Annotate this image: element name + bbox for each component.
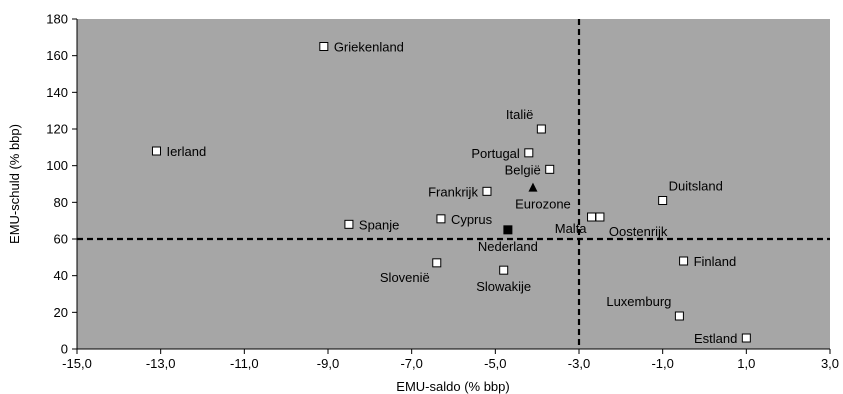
point-label-slowakije: Slowakije bbox=[476, 279, 531, 294]
y-tick-label: 0 bbox=[61, 342, 68, 357]
point-label-eurozone: Eurozone bbox=[515, 197, 571, 212]
point-label-sloveni-: Slovenië bbox=[380, 270, 430, 285]
x-tick-label: -1,0 bbox=[651, 356, 673, 371]
point-marker-estland bbox=[741, 333, 751, 343]
point-label-spanje: Spanje bbox=[359, 217, 399, 232]
x-axis-title: EMU-saldo (% bbp) bbox=[396, 379, 509, 394]
point-marker-nederland bbox=[503, 225, 513, 235]
point-marker-frankrijk bbox=[482, 186, 492, 196]
x-tick-label: -13,0 bbox=[146, 356, 176, 371]
point-marker-finland bbox=[679, 256, 689, 266]
y-tick-label: 180 bbox=[46, 12, 68, 27]
point-label-malta: Malta bbox=[555, 221, 588, 236]
point-marker-duitsland bbox=[658, 196, 668, 205]
y-tick-label: 140 bbox=[46, 85, 68, 100]
x-tick-label: 3,0 bbox=[821, 356, 839, 371]
y-tick-label: 120 bbox=[46, 122, 68, 137]
x-tick-label: -11,0 bbox=[230, 356, 259, 371]
y-tick-label: 20 bbox=[54, 305, 68, 320]
point-marker-eurozone bbox=[528, 182, 538, 192]
y-axis-title: EMU-schuld (% bbp) bbox=[7, 124, 22, 244]
point-label-itali-: Italië bbox=[506, 107, 533, 122]
point-label-oostenrijk: Oostenrijk bbox=[609, 224, 668, 239]
reference-lines bbox=[77, 19, 830, 349]
point-marker-portugal bbox=[524, 148, 534, 158]
point-label-griekenland: Griekenland bbox=[334, 40, 404, 55]
point-label-portugal: Portugal bbox=[471, 146, 520, 161]
y-tick-label: 40 bbox=[54, 268, 68, 283]
point-label-belgi-: België bbox=[505, 162, 541, 177]
point-marker-malta bbox=[587, 212, 597, 222]
x-tick-label: -5,0 bbox=[484, 356, 506, 371]
point-label-frankrijk: Frankrijk bbox=[428, 184, 478, 199]
plot-background bbox=[77, 19, 830, 349]
point-marker-griekenland bbox=[319, 42, 329, 51]
point-label-cyprus: Cyprus bbox=[451, 212, 493, 227]
y-tick-label: 80 bbox=[54, 195, 68, 210]
point-label-nederland: Nederland bbox=[478, 239, 538, 254]
point-marker-itali- bbox=[536, 124, 546, 134]
x-tick-label: 1,0 bbox=[737, 356, 755, 371]
point-marker-slowakije bbox=[499, 265, 509, 275]
x-tick-label: -3,0 bbox=[568, 356, 590, 371]
point-marker-luxemburg bbox=[674, 311, 684, 321]
point-marker-ierland bbox=[151, 146, 161, 156]
point-marker-belgi- bbox=[545, 164, 555, 174]
point-label-finland: Finland bbox=[694, 254, 737, 269]
axis-ticks: -15,0 -13,0 -11,0 -9,0 -7,0 -5,0 -3,0 -1,0 1,0 3,… bbox=[46, 12, 839, 372]
point-marker-cyprus bbox=[436, 214, 446, 224]
point-label-ierland: Ierland bbox=[166, 144, 206, 159]
y-tick-label: 60 bbox=[54, 232, 68, 247]
point-marker-sloveni- bbox=[432, 258, 442, 268]
x-tick-label: -7,0 bbox=[400, 356, 422, 371]
point-label-duitsland: Duitsland bbox=[669, 179, 723, 194]
point-label-luxemburg: Luxemburg bbox=[606, 294, 671, 309]
point-marker-oostenrijk bbox=[595, 212, 605, 222]
x-tick-label: -15,0 bbox=[62, 356, 92, 371]
point-marker-spanje bbox=[344, 219, 354, 229]
y-tick-label: 100 bbox=[46, 158, 68, 173]
y-tick-label: 160 bbox=[46, 48, 68, 63]
point-label-estland: Estland bbox=[694, 331, 737, 346]
x-tick-label: -9,0 bbox=[317, 356, 339, 371]
